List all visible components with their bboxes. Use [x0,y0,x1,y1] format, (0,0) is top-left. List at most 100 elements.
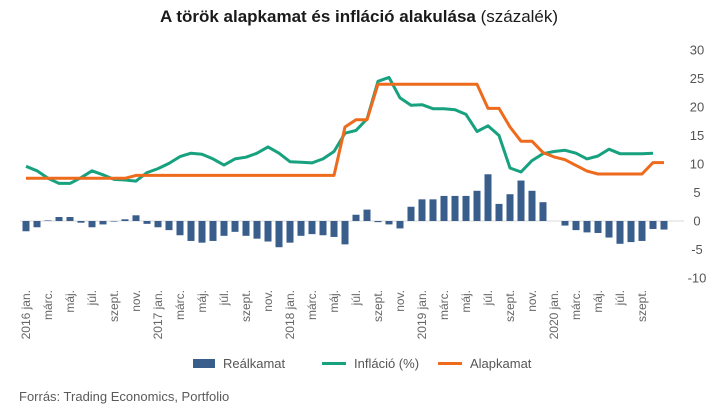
bar-realkamat [187,221,195,241]
bar-realkamat [88,221,96,228]
bar-realkamat [539,202,547,221]
bar-realkamat [55,217,63,221]
bar-realkamat [33,221,41,228]
legend-label-inflacio: Infláció (%) [354,356,420,371]
y-tick-label: -10 [688,271,707,286]
bar-realkamat [517,180,525,221]
bar-realkamat [66,217,74,221]
legend-item-alapkamat: Alapkamat [438,356,531,371]
bar-realkamat [407,206,415,221]
bar-realkamat [341,221,349,245]
bar-realkamat [220,221,228,236]
bar-realkamat [385,221,393,225]
y-tick-label: 20 [690,100,704,115]
x-tick-label: szept. [239,290,253,322]
bar-realkamat [231,221,239,232]
x-tick-label: 2017 jan. [151,290,165,339]
bar-realkamat [561,221,569,226]
legend-label-realkamat: Reálkamat [223,356,286,371]
x-tick-label: máj. [195,290,209,313]
x-tick-label: nov. [261,290,275,312]
x-tick-label: 2018 jan. [283,290,297,339]
legend-item-inflacio: Infláció (%) [322,356,419,371]
bar-realkamat [594,221,602,233]
legend-label-alapkamat: Alapkamat [470,356,532,371]
bar-realkamat [209,221,217,241]
y-tick-label: 15 [690,128,704,143]
x-tick-label: júl. [481,290,495,306]
x-tick-label: szept. [635,290,649,322]
bar-realkamat [330,221,338,237]
bar-realkamat [176,221,184,236]
bar-realkamat [429,199,437,221]
bar-realkamat [462,195,470,221]
bar-realkamat [440,195,448,221]
y-tick-label: 30 [690,43,704,58]
bar-realkamat [121,219,129,221]
bar-realkamat [506,194,514,221]
x-tick-label: szept. [371,290,385,322]
bar-realkamat [77,221,85,223]
bar-realkamat [473,190,481,221]
bar-realkamat [583,221,591,233]
x-tick-label: 2016 jan. [19,290,33,339]
bar-realkamat [132,215,140,221]
y-tick-label: 10 [690,157,704,172]
bar-realkamat [165,221,173,231]
source-note: Forrás: Trading Economics, Portfolio [19,389,230,404]
chart-title: A török alapkamat és infláció alakulása … [0,7,718,27]
bar-realkamat [605,221,613,238]
x-tick-label: nov. [525,290,539,312]
x-tick-label: szept. [503,290,517,322]
bar-realkamat [253,221,261,239]
x-tick-label: márc. [41,290,55,320]
bar-realkamat [110,221,118,222]
bar-realkamat [286,221,294,243]
x-tick-label: máj. [591,290,605,313]
x-tick-label: máj. [459,290,473,313]
bar-realkamat [374,221,382,223]
x-tick-label: nov. [393,290,407,312]
bar-realkamat [627,221,635,243]
y-tick-label: 0 [693,214,700,229]
chart-plot: 30 25 20 15 10 5 0 -5 -10 2016 jan. márc. máj. júl. s… [19,43,707,340]
x-tick-label: júl. [85,290,99,306]
legend-item-realkamat: Reálkamat [193,356,285,371]
x-tick-label: máj. [327,290,341,313]
line-alapkamat [26,82,664,180]
bar-realkamat [484,174,492,221]
bar-realkamat [352,214,360,221]
bar-realkamat [198,221,206,243]
bar-realkamat [319,221,327,236]
line-inflacio [25,75,654,185]
bar-realkamat [649,221,657,229]
bar-realkamat [143,221,151,224]
x-tick-label: márc. [437,290,451,320]
bar-realkamat [451,195,459,221]
x-tick-label: máj. [63,290,77,313]
chart-title-main: A török alapkamat és infláció alakulása [159,7,476,26]
bar-realkamat [297,221,305,236]
bar-realkamat [528,190,536,221]
x-tick-label: szept. [107,290,121,322]
x-tick-label: júl. [217,290,231,306]
bar-realkamat [638,221,646,241]
bar-realkamat [572,221,580,231]
bar-realkamat [308,221,316,235]
legend-swatch-inflacio [322,362,346,365]
x-tick-label: júl. [613,290,627,306]
x-tick-label: márc. [569,290,583,320]
bar-realkamat [418,199,426,221]
y-tick-label: 25 [690,71,704,86]
bar-realkamat [495,203,503,221]
legend-swatch-realkamat [193,359,215,368]
x-tick-label: márc. [173,290,187,320]
x-tick-label: márc. [305,290,319,320]
y-tick-label: -5 [691,242,703,257]
bar-realkamat [660,221,668,230]
bar-realkamat [264,221,272,242]
bar-realkamat [154,221,162,228]
bar-realkamat [275,221,283,248]
x-tick-label: júl. [349,290,363,306]
legend-swatch-alapkamat [438,362,462,365]
